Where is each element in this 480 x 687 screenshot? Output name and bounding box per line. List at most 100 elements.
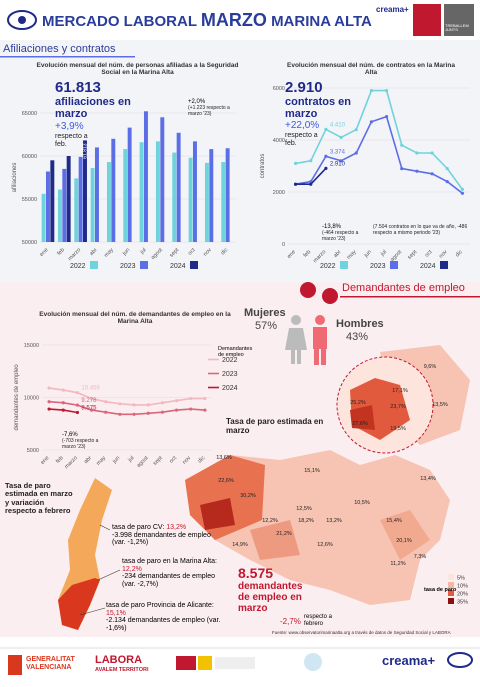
gender-pct: 43% [346, 331, 369, 343]
x-tick-label: dic [455, 249, 464, 258]
point [203, 396, 207, 401]
point [75, 403, 80, 407]
legend-swatch [448, 598, 454, 604]
eye-logo [18, 16, 26, 24]
logo [8, 655, 22, 675]
chart-title: Evolución mensual del núm. de demandante… [39, 311, 231, 326]
title: MERCADO LABORAL MARZO MARINA ALTA [42, 10, 372, 31]
map-label: 13,5% [432, 402, 448, 408]
point [400, 143, 404, 147]
point [118, 402, 122, 406]
point [104, 400, 108, 404]
point [89, 396, 94, 401]
map-label: 13,2% [326, 518, 342, 524]
logo-text: AVALEM TERRITORI [95, 667, 149, 673]
map-label: 23,7% [390, 404, 406, 410]
icon-man [315, 315, 325, 325]
legend-label: 35% [457, 600, 468, 606]
bar [57, 189, 62, 242]
gender-pct: 57% [255, 320, 278, 332]
x-tick-label: jun [121, 247, 131, 257]
x-tick-label: feb [303, 249, 313, 259]
value-label: 9.278 [81, 398, 97, 404]
yoy-text: (-703 respecto a marzo '23) [62, 438, 99, 450]
map-title: Tasa de paro estimada en marzo [226, 417, 324, 435]
x-tick-label: sept [407, 249, 419, 261]
x-tick-label: abr [333, 249, 343, 259]
point [132, 412, 136, 416]
icon [322, 288, 338, 304]
source: Fuente: www.observatorimarinaalta.org a … [272, 630, 451, 635]
summary-change: -2,7% [280, 617, 301, 626]
eye-logo [7, 10, 37, 30]
icon [300, 282, 316, 298]
point [339, 135, 343, 139]
map-label: 25,2% [350, 400, 366, 406]
point [384, 115, 389, 119]
bar [90, 168, 95, 242]
region-value: 13,2% [166, 524, 187, 531]
logo-text: creama+ [376, 5, 409, 14]
line [49, 400, 205, 416]
x-tick-label: may [103, 247, 115, 259]
section-bg [0, 40, 480, 282]
legend-label: 2023 [222, 371, 238, 378]
bar [74, 178, 79, 242]
y-tick-label: 15000 [24, 343, 39, 349]
point [189, 407, 193, 411]
map-label: 10,5% [354, 500, 370, 506]
yoy-text: (+1.223 respecto a marzo '23) [188, 105, 230, 117]
legend-label: 2022 [70, 263, 86, 270]
value-label: 2.910 [330, 161, 346, 167]
ytd-note: (7.504 contratos en lo que va de año, -4… [373, 224, 468, 236]
point [324, 166, 328, 170]
legend-label: 5% [457, 576, 465, 582]
bar [78, 156, 83, 242]
legend-swatch [448, 574, 454, 580]
point [132, 403, 136, 407]
point [75, 391, 80, 395]
point [460, 187, 465, 191]
map-label: 20,1% [396, 538, 412, 544]
line [295, 115, 463, 194]
point [174, 399, 179, 403]
region-label: tasa de paro en la Marina Alta: [122, 558, 217, 565]
y-tick-label: 60000 [22, 154, 37, 160]
x-tick-label: jul [127, 455, 136, 464]
bar [143, 111, 148, 242]
change-text: respecto a feb. [285, 132, 318, 147]
y-tick-label: 2000 [273, 190, 285, 196]
region-value: 15,1% [106, 609, 126, 617]
point [47, 386, 51, 390]
value-label: 3.374 [330, 149, 346, 155]
yoy: -13,8% [322, 224, 342, 230]
map-label: 11,2% [390, 561, 405, 567]
legend-swatch [440, 261, 448, 269]
point [118, 412, 122, 416]
bar [62, 168, 67, 242]
y-tick-label: 0 [282, 242, 285, 248]
rule [340, 296, 480, 298]
yoy: -7,6% [62, 432, 78, 438]
point [445, 180, 449, 184]
map-label: 9,6% [424, 364, 437, 370]
map-label: 13,6% [216, 455, 232, 461]
point [460, 191, 465, 195]
logo-text: TREBALLEM JUNTS [445, 23, 469, 33]
y-tick-label: 5000 [27, 448, 39, 454]
y-tick-label: 55000 [22, 197, 37, 203]
header-bg [0, 0, 480, 40]
icon-woman [291, 315, 301, 325]
headline: 2.910 [285, 79, 323, 96]
pointer [97, 569, 121, 581]
legend-swatch [340, 261, 348, 269]
point [384, 89, 389, 93]
point [61, 388, 65, 392]
rule [0, 56, 135, 58]
point [203, 408, 207, 412]
x-tick-label: jun [111, 455, 121, 465]
bar [127, 127, 132, 242]
pointer [79, 607, 106, 616]
gender-label: Mujeres [244, 307, 286, 319]
logo [304, 653, 322, 671]
